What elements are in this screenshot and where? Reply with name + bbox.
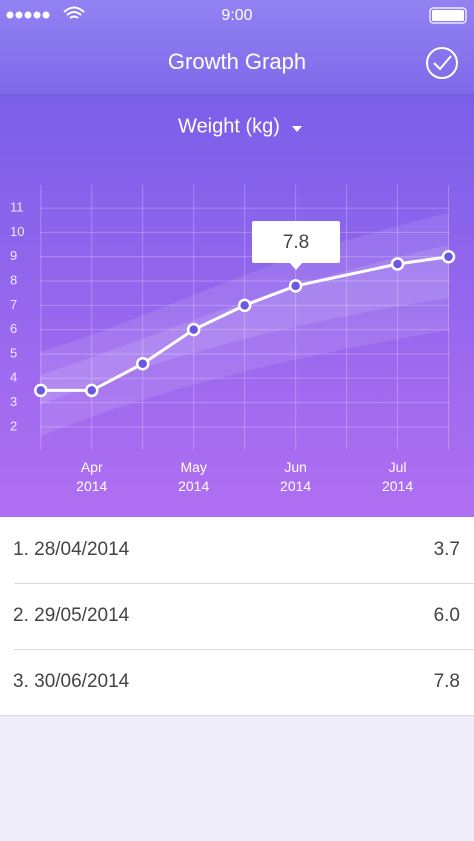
entry-row[interactable]: 2. 29/05/2014 6.0 <box>0 583 474 650</box>
data-point <box>135 356 150 371</box>
chart-title: Weight (kg) <box>178 115 280 137</box>
chart: 9:00 Growth Graph Weight (kg) 2 3 4 5 6 7 8 9 10… <box>0 0 474 517</box>
y-tick-label: 7 <box>10 297 17 312</box>
data-point <box>288 279 303 293</box>
wifi <box>63 6 85 19</box>
battery-level <box>432 10 464 21</box>
entry-date: 1. 28/04/2014 <box>13 539 130 560</box>
x-tick-label: Jul 2014 <box>382 459 413 494</box>
entry-value: 3.7 <box>433 539 460 560</box>
x-tick-label: May 2014 <box>178 459 209 494</box>
entry-list: 1. 28/04/2014 3.7 2. 29/05/2014 6.0 3. 30/06… <box>0 517 474 716</box>
y-tick-label: 8 <box>10 272 17 287</box>
entry-row[interactable]: 1. 28/04/2014 3.7 <box>0 517 474 584</box>
row-divider <box>14 583 474 584</box>
status-time: 9:00 <box>221 7 252 24</box>
y-tick-label: 2 <box>10 418 17 433</box>
data-line <box>40 255 449 392</box>
data-point <box>84 383 99 398</box>
battery <box>429 7 467 24</box>
y-tick-label: 5 <box>10 345 17 360</box>
data-point <box>237 298 252 313</box>
metric-selector[interactable]: Weight (kg) <box>178 115 302 137</box>
y-tick-label: 4 <box>10 370 17 385</box>
header-title: Growth Graph <box>168 49 306 74</box>
row-divider <box>14 649 474 650</box>
outer-band <box>40 213 449 437</box>
y-tick-label: 11 <box>10 200 24 215</box>
data-point <box>441 249 456 264</box>
header-bg <box>0 0 474 95</box>
tooltip: 7.8 <box>252 221 340 270</box>
entry-value: 6.0 <box>433 605 460 626</box>
entry-date: 2. 29/05/2014 <box>13 605 130 626</box>
entry-row[interactable]: 3. 30/06/2014 7.8 <box>0 649 474 716</box>
signal <box>6 11 50 19</box>
tooltip-value: 7.8 <box>283 232 309 253</box>
x-tick-label: Jun 2014 <box>280 459 311 494</box>
entry-value: 7.8 <box>433 671 460 692</box>
y-tick-label: 10 <box>10 224 24 239</box>
data-point <box>186 322 201 337</box>
row-divider <box>0 715 474 716</box>
data-point <box>34 383 48 398</box>
chart-bg <box>0 95 474 517</box>
y-tick-label: 9 <box>10 248 17 263</box>
done-button[interactable] <box>426 47 458 79</box>
x-tick-label: Apr 2014 <box>76 459 107 494</box>
entry-date: 3. 30/06/2014 <box>13 671 130 692</box>
data-point <box>390 257 405 271</box>
y-tick-label: 6 <box>10 321 17 336</box>
y-tick-label: 3 <box>10 394 17 409</box>
